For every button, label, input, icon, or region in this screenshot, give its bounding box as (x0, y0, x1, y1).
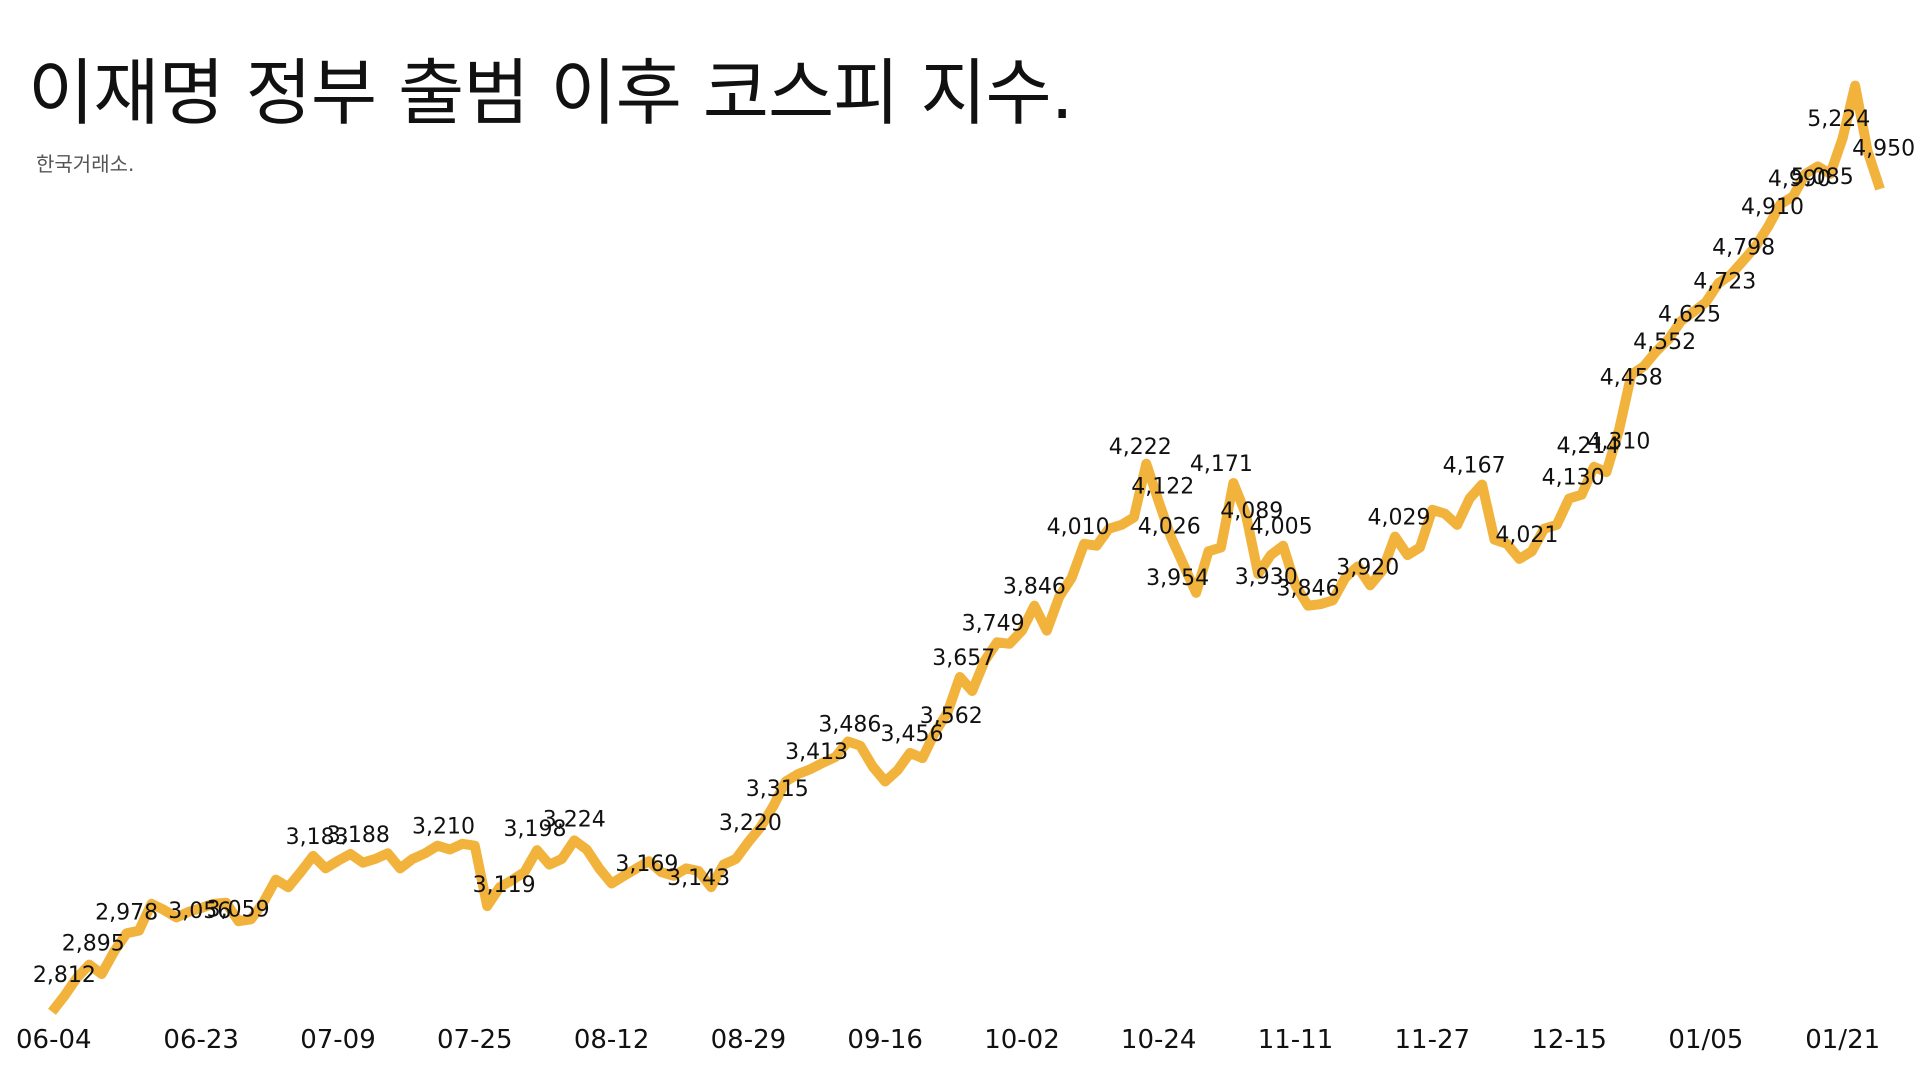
data-label: 4,723 (1693, 270, 1756, 295)
data-label: 3,920 (1336, 555, 1399, 580)
x-tick-label: 11-11 (1258, 1025, 1334, 1055)
data-label: 3,220 (719, 811, 782, 836)
data-label: 4,005 (1250, 515, 1313, 540)
series-line (48, 80, 1885, 1015)
data-label: 3,846 (1277, 577, 1340, 602)
x-tick-label: 11-27 (1395, 1025, 1471, 1055)
x-tick-label: 06-04 (16, 1025, 92, 1055)
data-label: 3,210 (412, 815, 475, 840)
data-label: 3,143 (667, 866, 730, 891)
data-label: 3,119 (473, 873, 536, 898)
data-label: 3,846 (1003, 575, 1066, 600)
data-label: 3,486 (818, 713, 881, 738)
data-label: 3,224 (543, 807, 606, 832)
data-label: 2,978 (95, 900, 158, 925)
data-label: 4,222 (1109, 435, 1172, 460)
x-axis-ticks: 06-04 06-23 07-09 07-25 08-12 08-29 09-16 10-02… (16, 1025, 1880, 1055)
data-label: 3,930 (1235, 565, 1298, 590)
x-tick-label: 01/21 (1805, 1025, 1880, 1055)
data-label: 4,798 (1712, 235, 1775, 260)
data-label: 4,990 (1768, 167, 1831, 192)
x-tick-label: 07-09 (300, 1025, 376, 1055)
data-label: 3,954 (1146, 566, 1209, 591)
data-label: 4,171 (1190, 452, 1253, 477)
data-label: 3,657 (932, 646, 995, 671)
data-label: 4,910 (1741, 195, 1804, 220)
data-label: 3,188 (327, 823, 390, 848)
x-tick-label: 08-29 (711, 1025, 787, 1055)
data-label: 4,950 (1852, 136, 1915, 161)
data-label: 3,059 (207, 898, 270, 923)
data-label: 4,010 (1047, 515, 1110, 540)
data-label: 4,021 (1495, 523, 1558, 548)
data-label: 4,310 (1587, 430, 1650, 455)
data-label: 3,413 (785, 740, 848, 765)
data-label: 3,562 (920, 704, 983, 729)
x-tick-label: 10-24 (1121, 1025, 1197, 1055)
data-label: 4,214 (1557, 434, 1620, 459)
series-kospi (48, 80, 1885, 1015)
data-label: 3,169 (615, 852, 678, 877)
data-label: 4,089 (1220, 499, 1283, 524)
data-label: 3,456 (881, 722, 944, 747)
data-label: 4,130 (1542, 466, 1605, 491)
data-label: 4,167 (1443, 454, 1506, 479)
data-label: 5,085 (1791, 165, 1854, 190)
x-tick-label: 12-15 (1531, 1025, 1607, 1055)
x-tick-label: 01/05 (1668, 1025, 1743, 1055)
data-label: 3,056 (168, 899, 231, 924)
data-label: 3,183 (286, 825, 349, 850)
data-label: 4,122 (1131, 475, 1194, 500)
data-label: 4,026 (1138, 515, 1201, 540)
data-label: 3,198 (504, 817, 567, 842)
x-tick-label: 10-02 (984, 1025, 1060, 1055)
x-tick-label: 07-25 (437, 1025, 513, 1055)
data-label: 4,625 (1658, 303, 1721, 328)
data-label: 4,458 (1600, 366, 1663, 391)
data-label: 4,552 (1633, 330, 1696, 355)
data-label: 5,224 (1807, 107, 1870, 132)
x-tick-label: 09-16 (847, 1025, 923, 1055)
data-label: 4,029 (1368, 506, 1431, 531)
chart-title: 이재명 정부 출범 이후 코스피 지수. (28, 51, 1074, 135)
chart-source: 한국거래소. (36, 152, 135, 176)
data-label: 3,315 (746, 777, 809, 802)
data-label: 2,812 (33, 963, 96, 988)
x-tick-label: 06-23 (163, 1025, 239, 1055)
data-label: 2,895 (62, 932, 125, 957)
x-tick-label: 08-12 (574, 1025, 650, 1055)
data-label: 3,749 (962, 611, 1025, 636)
